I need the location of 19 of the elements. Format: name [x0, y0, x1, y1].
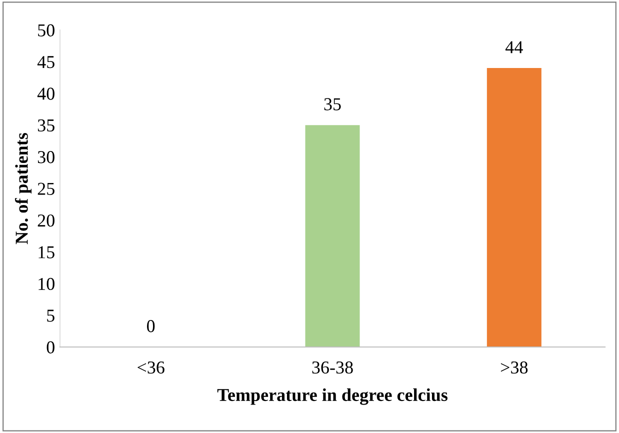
y-tick-label: 45: [37, 56, 54, 68]
data-label: 35: [324, 98, 341, 110]
y-tick-label: 20: [38, 214, 54, 227]
y-tick-label: 40: [37, 88, 54, 100]
y-tick-label: 35: [38, 119, 54, 132]
x-tick-label: 36-38: [312, 361, 353, 374]
y-tick-label: 0: [46, 341, 54, 354]
y-tick-label: 15: [38, 246, 54, 258]
x-tick-label: <36: [138, 361, 164, 374]
y-tick-label: 25: [38, 182, 54, 195]
y-tick-label: 10: [38, 278, 54, 290]
y-tick-label: 30: [38, 151, 54, 164]
y-tick-label: 50: [38, 24, 54, 36]
y-tick-label: 5: [47, 310, 54, 322]
data-label: 44: [505, 41, 523, 54]
y-axis-title: No. of patients: [14, 133, 32, 244]
x-axis-title: Temperature in degree celcius: [217, 388, 448, 405]
x-tick-label: >38: [500, 361, 528, 374]
data-label: 0: [147, 320, 155, 332]
